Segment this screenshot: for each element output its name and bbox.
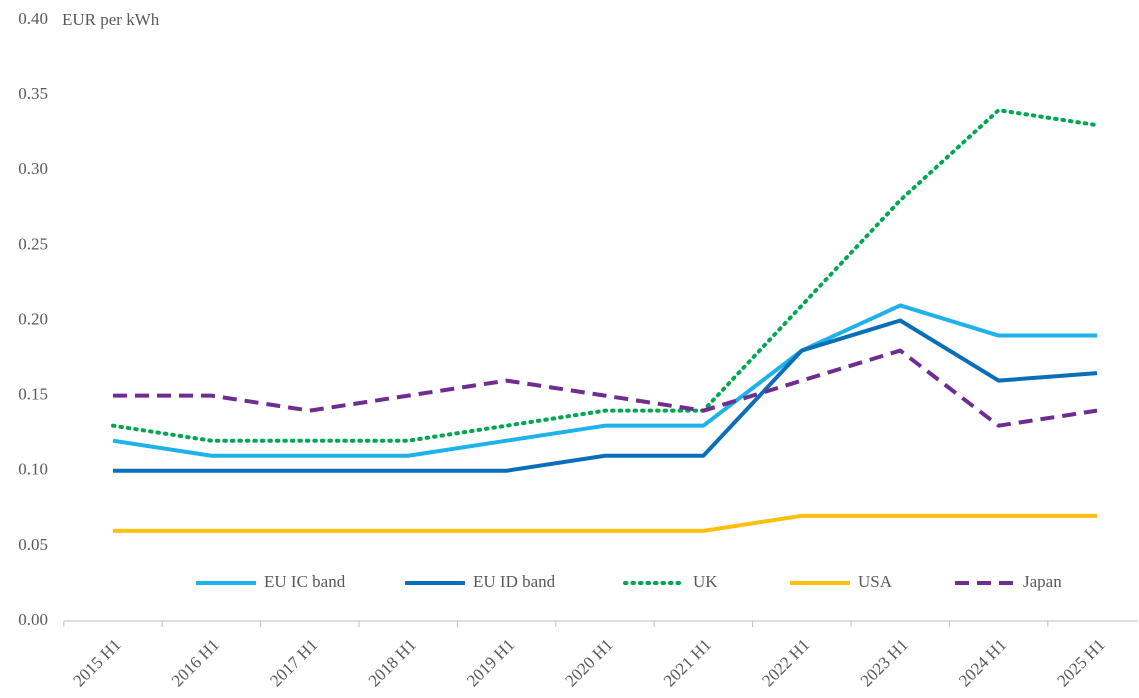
y-tick-label: 0.15 [18,385,48,404]
y-tick-label: 0.00 [18,610,48,629]
y-axis-label: EUR per kWh [62,10,160,29]
x-tick-label: 2020 H1 [561,635,616,690]
series-line [113,318,1098,473]
x-tick-label: 2018 H1 [365,635,420,690]
y-tick-label: 0.40 [18,9,48,28]
x-tick-label: 2015 H1 [69,635,124,690]
series-line [112,303,1097,458]
series-line [113,513,1097,533]
legend-label: USA [858,572,893,591]
x-tick-label: 2016 H1 [168,635,223,690]
legend-label: EU ID band [473,572,556,591]
y-tick-label: 0.25 [18,234,48,253]
x-tick-label: 2022 H1 [758,635,813,690]
x-tick-label: 2019 H1 [463,635,518,690]
legend-label: EU IC band [264,572,346,591]
series-line [113,348,1098,428]
y-tick-label: 0.10 [18,460,48,479]
series-line [111,108,1099,443]
legend-label: Japan [1023,572,1062,591]
y-tick-label: 0.30 [18,159,48,178]
x-tick-label: 2025 H1 [1053,635,1108,690]
x-tick-label: 2023 H1 [857,635,912,690]
x-tick-label: 2024 H1 [955,635,1010,690]
x-tick-label: 2017 H1 [266,635,321,690]
y-tick-label: 0.35 [18,84,48,103]
legend-label: UK [693,572,718,591]
y-tick-label: 0.20 [18,309,48,328]
x-tick-label: 2021 H1 [660,635,715,690]
y-tick-label: 0.05 [18,535,48,554]
